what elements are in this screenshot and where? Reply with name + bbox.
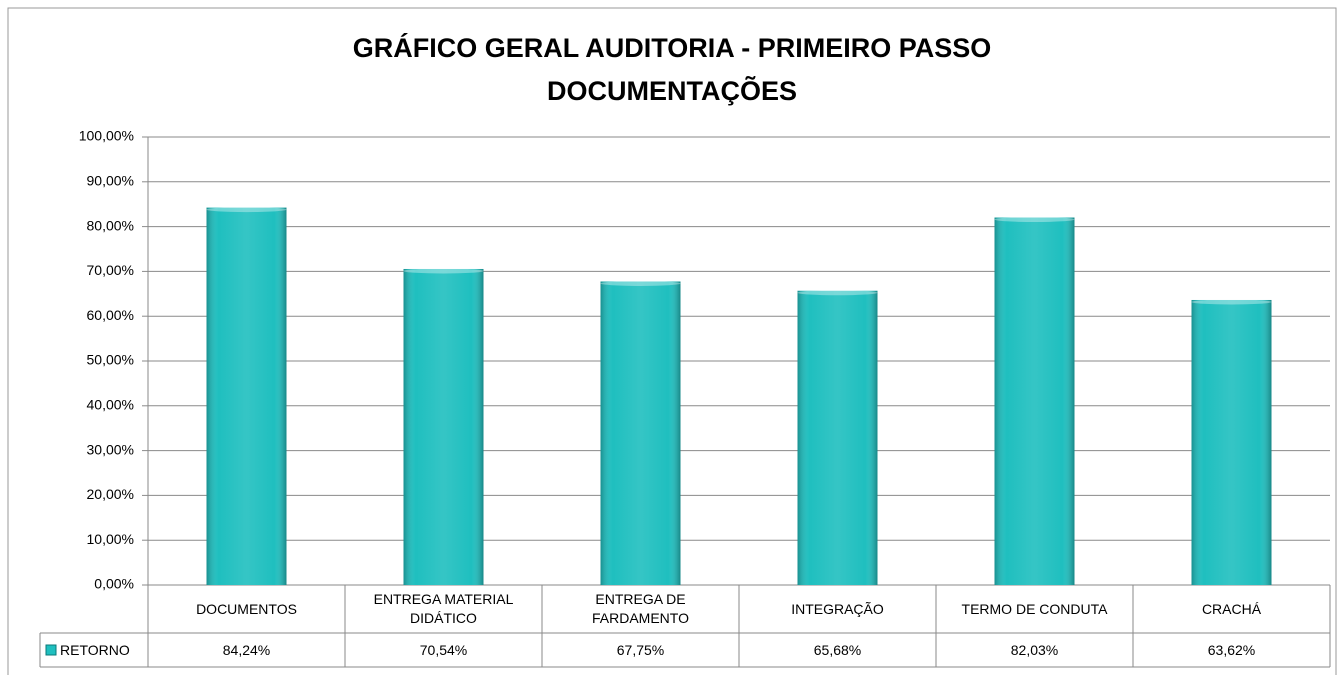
- bar-shine: [797, 290, 878, 585]
- y-tick-label: 90,00%: [87, 173, 134, 189]
- y-tick-label: 10,00%: [87, 531, 134, 547]
- y-tick-label: 20,00%: [87, 486, 134, 502]
- data-table-value: 82,03%: [1010, 641, 1059, 658]
- y-tick-label: 60,00%: [87, 307, 134, 323]
- chart-frame: [7, 7, 1337, 675]
- y-tick-label: 0,00%: [94, 576, 134, 592]
- data-table-value: 84,24%: [222, 641, 271, 658]
- data-table-value: 63,62%: [1207, 641, 1256, 658]
- data-table-value: 70,54%: [419, 641, 468, 658]
- bar-cap: [994, 217, 1075, 223]
- bar-shine: [600, 281, 681, 585]
- y-tick-label: 100,00%: [79, 128, 134, 144]
- x-tick-label: CRACHÁ: [1201, 600, 1262, 617]
- legend-swatch: [45, 644, 57, 656]
- bar-cap: [1191, 299, 1272, 305]
- x-tick-label: INTEGRAÇÃO: [791, 600, 884, 617]
- y-tick-label: 50,00%: [87, 352, 134, 368]
- x-tick-label: ENTREGA DE FARDAMENTO: [592, 591, 689, 626]
- bar-shine: [1191, 299, 1272, 585]
- bar-cap: [797, 290, 878, 296]
- bar-cap: [206, 207, 287, 213]
- bar-shine: [403, 268, 484, 585]
- x-tick-label: DOCUMENTOS: [196, 600, 297, 617]
- data-table-value: 65,68%: [813, 641, 862, 658]
- bar-cap: [600, 280, 681, 286]
- y-tick-label: 70,00%: [87, 262, 134, 278]
- bar-shine: [994, 217, 1075, 585]
- y-tick-label: 30,00%: [87, 441, 134, 457]
- legend-label: RETORNO: [60, 641, 130, 658]
- data-table-value: 67,75%: [616, 641, 665, 658]
- bar-cap: [403, 268, 484, 274]
- y-tick-label: 40,00%: [87, 397, 134, 413]
- y-tick-label: 80,00%: [87, 217, 134, 233]
- x-tick-label: TERMO DE CONDUTA: [961, 600, 1108, 617]
- x-tick-label: ENTREGA MATERIAL DIDÁTICO: [373, 591, 514, 626]
- bar-shine: [206, 207, 287, 585]
- chart-title: GRÁFICO GERAL AUDITORIA - PRIMEIRO PASSO: [353, 32, 992, 63]
- chart-subtitle: DOCUMENTAÇÕES: [547, 75, 797, 106]
